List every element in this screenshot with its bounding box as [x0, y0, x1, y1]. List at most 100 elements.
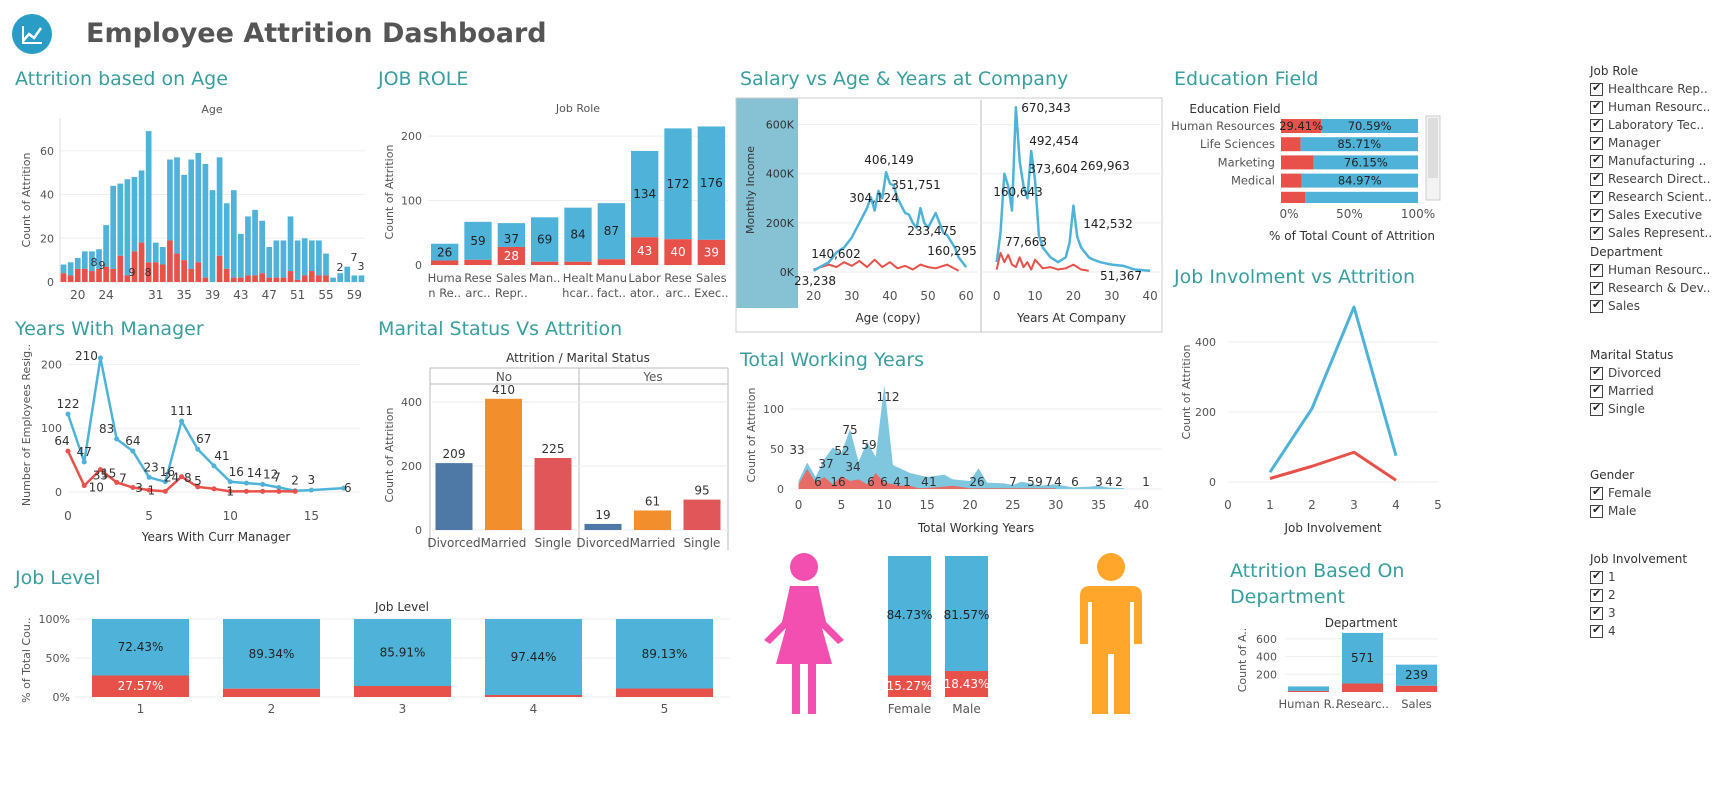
filter-option[interactable]: Sales Executive [1590, 206, 1712, 224]
filter-title: Department [1590, 245, 1663, 259]
x-tick-label: 35 [176, 288, 191, 302]
data-label: 83 [99, 422, 114, 436]
involvement-line-no [1268, 305, 1398, 474]
checkbox-checked-icon[interactable] [1590, 569, 1603, 584]
checkbox-checked-icon[interactable] [1590, 298, 1603, 313]
x-tick-label: 47 [262, 288, 277, 302]
checkbox-checked-icon[interactable] [1590, 153, 1603, 168]
checkbox-checked-icon[interactable] [1590, 503, 1603, 518]
x-tick-label: Male [952, 702, 980, 716]
x-tick-label: 30 [844, 289, 859, 303]
filter-option-label: Male [1608, 504, 1637, 518]
data-label: 176 [700, 176, 723, 190]
checkbox-checked-icon[interactable] [1590, 401, 1603, 416]
x-tick-label: 51 [290, 288, 305, 302]
data-label: 40 [670, 245, 685, 259]
y-axis-label: Monthly Income [744, 146, 757, 234]
filter-option[interactable]: Human Resourc.. [1590, 261, 1710, 279]
checkbox-checked-icon[interactable] [1590, 225, 1603, 240]
age-bar-yes [323, 275, 329, 282]
age-bar-no [273, 240, 280, 278]
filter-option[interactable]: 3 [1590, 604, 1687, 622]
section-title-marital: Marital Status Vs Attrition [378, 318, 623, 340]
filter-option[interactable]: Healthcare Rep.. [1590, 80, 1712, 98]
filter-option[interactable]: Female [1590, 484, 1651, 502]
age-bar-no [209, 190, 216, 282]
data-label: 1 [903, 475, 911, 489]
y-tick-label: 20 [40, 232, 54, 245]
age-bar-yes [110, 268, 117, 282]
filter-option[interactable]: Manager [1590, 134, 1712, 152]
y-tick-label: 50 [770, 443, 784, 456]
checkbox-checked-icon[interactable] [1590, 207, 1603, 222]
filter-option[interactable]: Manufacturing .. [1590, 152, 1712, 170]
checkbox-checked-icon[interactable] [1590, 605, 1603, 620]
checkbox-checked-icon[interactable] [1590, 485, 1603, 500]
data-label: 59 [470, 234, 485, 248]
checkbox-checked-icon[interactable] [1590, 117, 1603, 132]
x-tick-label: 55 [318, 288, 333, 302]
checkbox-checked-icon[interactable] [1590, 135, 1603, 150]
data-label: 7 [273, 471, 281, 485]
x-tick-label: 15 [304, 509, 319, 523]
filter-option[interactable]: Male [1590, 502, 1651, 520]
data-label: 140,602 [811, 247, 861, 261]
logo-icon [12, 14, 52, 54]
checkbox-checked-icon[interactable] [1590, 383, 1603, 398]
checkbox-checked-icon[interactable] [1590, 171, 1603, 186]
age-bar-no [259, 220, 265, 274]
age-bar-no [188, 159, 195, 269]
checkbox-checked-icon[interactable] [1590, 189, 1603, 204]
filter-option[interactable]: 2 [1590, 586, 1687, 604]
x-tick-label: 1 [1266, 498, 1274, 512]
checkbox-checked-icon[interactable] [1590, 262, 1603, 277]
filter-option[interactable]: Research Scient.. [1590, 188, 1712, 206]
filter-option[interactable]: 1 [1590, 568, 1687, 586]
data-label: 64 [125, 434, 140, 448]
marital-bar [485, 398, 522, 530]
data-label: 111 [170, 404, 193, 418]
x-tick-label: Sales [1401, 697, 1432, 711]
department-bar-yes [1342, 683, 1383, 692]
x-tick-label: Divorced [576, 536, 629, 550]
filter-option[interactable]: Human Resourc.. [1590, 98, 1712, 116]
dashboard-title: Employee Attrition Dashboard [86, 18, 547, 49]
checkbox-checked-icon[interactable] [1590, 81, 1603, 96]
job-role-bar-yes [564, 261, 592, 265]
gender-bar-no [888, 556, 931, 676]
filter-option[interactable]: Laboratory Tec.. [1590, 116, 1712, 134]
y-tick-label: 400K [766, 168, 795, 181]
data-label: 3 [135, 481, 143, 495]
checkbox-checked-icon[interactable] [1590, 587, 1603, 602]
age-bar-yes [74, 268, 81, 282]
department-bar-no [1342, 632, 1383, 684]
salary-line-yes [813, 258, 960, 272]
chart-title: Age [201, 103, 223, 116]
filter-option-label: Research Scient.. [1608, 190, 1712, 204]
filter-option[interactable]: Sales Represent.. [1590, 224, 1712, 242]
marital-bar [534, 458, 572, 530]
job-role-bar-no [697, 126, 725, 240]
checkbox-checked-icon[interactable] [1590, 623, 1603, 638]
filter-option-label: Manufacturing .. [1608, 154, 1707, 168]
department-bar-yes [1288, 690, 1329, 692]
filter-option[interactable]: Single [1590, 400, 1673, 418]
manager-point-yes [65, 448, 71, 454]
working-area-no [798, 385, 1125, 489]
filter-option[interactable]: Research & Dev.. [1590, 279, 1710, 297]
checkbox-checked-icon[interactable] [1590, 280, 1603, 295]
filter-option[interactable]: Married [1590, 382, 1673, 400]
checkbox-checked-icon[interactable] [1590, 365, 1603, 380]
x-tick-label: 2 [268, 702, 276, 716]
checkbox-checked-icon[interactable] [1590, 99, 1603, 114]
y-tick-label: 600 [1256, 633, 1277, 646]
x-tick-label: 0 [1224, 498, 1232, 512]
age-bar-yes [316, 275, 322, 282]
female-figure-icon [764, 553, 844, 714]
filter-option[interactable]: 4 [1590, 622, 1687, 640]
filter-option[interactable]: Sales [1590, 297, 1710, 315]
data-label: 87 [604, 224, 619, 238]
filter-option[interactable]: Divorced [1590, 364, 1673, 382]
filter-option[interactable]: Research Direct.. [1590, 170, 1712, 188]
data-label: 41 [214, 449, 229, 463]
